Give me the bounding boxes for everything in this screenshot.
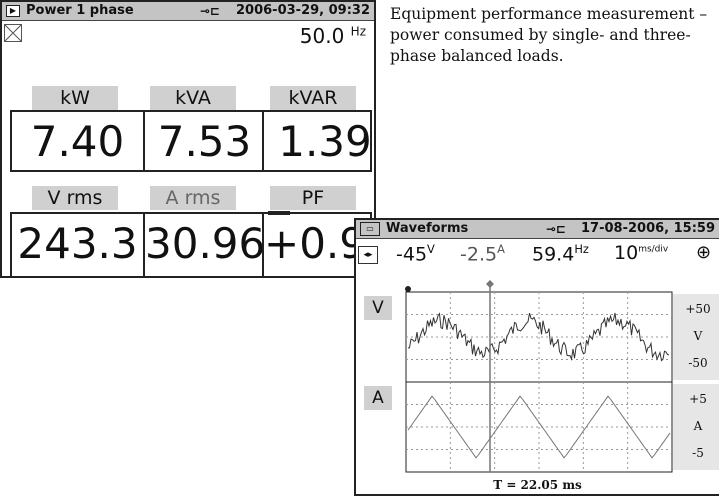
reading: -45V — [396, 242, 435, 265]
frequency-value: 50.0 — [299, 24, 345, 48]
description: Equipment performance measurement – powe… — [390, 5, 708, 65]
cell-label: kVAR — [270, 86, 356, 110]
cell-value: 1.39 — [262, 112, 386, 170]
plug-icon: ⊸⊏ — [546, 222, 567, 236]
scale-label: +5 — [689, 392, 707, 406]
scale-label: -5 — [692, 446, 704, 460]
frequency: 50.0 Hz — [300, 24, 366, 48]
cell-value: 243.3 — [17, 219, 138, 268]
cursor-marker — [486, 280, 494, 288]
screen-title: Waveforms — [386, 221, 469, 236]
power-screen: ▶ Power 1 phase ⊸⊏ 2006-03-29, 09:32 50.… — [0, 0, 393, 278]
screen-title: Power 1 phase — [26, 3, 134, 18]
cursor-toggle[interactable]: ◂▸ — [358, 246, 378, 264]
value-row: 7.40 7.53 1.39 — [10, 110, 372, 172]
value-row: 243.3 30.96 +0.98 — [10, 211, 393, 278]
menu-icon[interactable]: ▭ — [360, 222, 380, 236]
waveform-trace — [407, 312, 670, 362]
cell-value: 7.40 — [30, 117, 125, 166]
frequency-unit: Hz — [350, 24, 366, 39]
scale-bg — [673, 384, 719, 470]
cell-label: A rms — [150, 186, 236, 210]
reading-unit: Hz — [574, 242, 589, 256]
scale-bg — [673, 294, 719, 380]
waveform-screen: ▭ Waveforms ⊸⊏ 17-08-2006, 15:59 ◂▸ -45V… — [354, 218, 719, 496]
scale-label: -50 — [688, 356, 708, 370]
cell-value: 30.96 — [143, 214, 265, 276]
scale-label: +50 — [685, 302, 711, 316]
cell-label: V rms — [32, 186, 118, 210]
reading: 10ms/div — [614, 242, 668, 264]
reading-value: -2.5 — [460, 243, 498, 266]
menu-icon[interactable]: ▶ — [6, 5, 20, 17]
cell-value: 7.53 — [143, 112, 264, 170]
reading-value: 10 — [614, 242, 639, 264]
status-icon — [4, 24, 22, 42]
reading-value: -45 — [396, 243, 428, 266]
cell-label: kW — [32, 86, 118, 110]
datetime: 2006-03-29, 09:32 — [236, 3, 370, 18]
header-bar: ▭ Waveforms ⊸⊏ 17-08-2006, 15:59 — [356, 220, 719, 239]
sign-indicator — [268, 211, 290, 215]
waveform-trace — [407, 395, 671, 459]
plug-icon: ⊸⊏ — [200, 4, 221, 18]
scale-label: V — [693, 329, 703, 343]
channel-label: A — [364, 386, 392, 410]
cell-label: kVA — [150, 86, 236, 110]
cell-label: PF — [270, 186, 356, 210]
trigger-marker — [405, 286, 411, 292]
channel-label: V — [364, 296, 392, 320]
reading-unit: V — [427, 242, 435, 256]
reading-value: 59.4 — [532, 243, 575, 266]
reading-unit: ms/div — [638, 244, 669, 255]
header-bar: ▶ Power 1 phase ⊸⊏ 2006-03-29, 09:32 — [2, 2, 374, 21]
reading: -2.5A — [460, 242, 505, 265]
waveform-plot — [405, 280, 719, 473]
reading-unit: A — [497, 242, 505, 256]
scale-label: A — [693, 419, 703, 433]
reading: 59.4Hz — [532, 242, 589, 265]
period: T = 22.05 ms — [493, 478, 582, 492]
zoom-icon: ⊕ — [696, 242, 712, 263]
datetime: 17-08-2006, 15:59 — [581, 221, 715, 236]
